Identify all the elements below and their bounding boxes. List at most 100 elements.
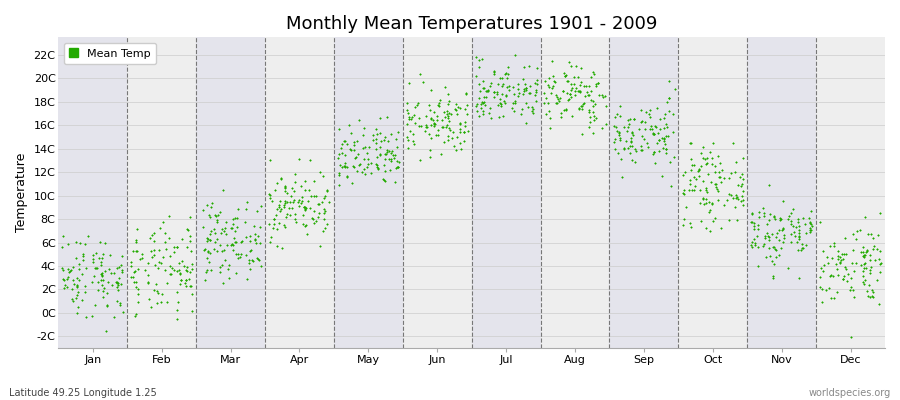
Point bbox=[559, 72, 573, 78]
Point bbox=[694, 163, 708, 169]
Point bbox=[374, 138, 389, 144]
Point bbox=[574, 102, 589, 109]
Point bbox=[751, 263, 765, 270]
Point bbox=[134, 250, 148, 257]
Point bbox=[400, 107, 414, 113]
Point bbox=[174, 270, 188, 277]
Point bbox=[427, 120, 441, 127]
Point bbox=[270, 225, 284, 232]
Point bbox=[628, 146, 643, 152]
Point bbox=[662, 108, 677, 115]
Point bbox=[441, 98, 455, 104]
Point bbox=[714, 179, 728, 185]
Point bbox=[243, 266, 257, 272]
Point bbox=[730, 194, 744, 200]
Point bbox=[859, 265, 873, 271]
Point bbox=[491, 114, 506, 120]
Point bbox=[527, 92, 542, 98]
Point bbox=[86, 279, 100, 286]
Point bbox=[563, 94, 578, 100]
Point bbox=[827, 240, 842, 247]
Point bbox=[215, 248, 230, 254]
Point bbox=[280, 190, 294, 196]
Point bbox=[586, 109, 600, 115]
Point bbox=[502, 86, 517, 93]
Point bbox=[554, 110, 568, 116]
Point bbox=[856, 249, 870, 255]
Point bbox=[392, 158, 407, 165]
Point bbox=[666, 129, 680, 136]
Point bbox=[650, 105, 664, 112]
Point bbox=[692, 200, 706, 206]
Point bbox=[69, 309, 84, 316]
Point bbox=[230, 239, 244, 245]
Point bbox=[94, 271, 108, 277]
Point bbox=[309, 218, 323, 224]
Point bbox=[437, 114, 452, 120]
Point bbox=[487, 89, 501, 95]
Point bbox=[700, 160, 715, 166]
Point bbox=[127, 278, 141, 285]
Point bbox=[638, 126, 652, 132]
Point bbox=[864, 293, 878, 299]
Point bbox=[309, 192, 323, 199]
Point bbox=[248, 236, 263, 242]
Point bbox=[243, 233, 257, 239]
Point bbox=[470, 107, 484, 114]
Point bbox=[184, 283, 198, 290]
Point bbox=[574, 78, 589, 85]
Point bbox=[694, 150, 708, 157]
Point bbox=[572, 104, 586, 111]
Point bbox=[368, 135, 382, 142]
Point bbox=[199, 269, 213, 276]
Point bbox=[366, 132, 381, 138]
Point bbox=[498, 70, 512, 77]
Point bbox=[129, 310, 143, 317]
Point bbox=[699, 189, 714, 195]
Point bbox=[143, 248, 157, 254]
Point bbox=[141, 296, 156, 302]
Point bbox=[783, 230, 797, 237]
Point bbox=[265, 198, 279, 205]
Point bbox=[479, 87, 493, 94]
Point bbox=[310, 201, 325, 207]
Point bbox=[445, 134, 459, 141]
Point bbox=[624, 135, 638, 141]
Point bbox=[804, 227, 818, 234]
Point bbox=[182, 276, 196, 282]
Bar bbox=[609, 37, 679, 348]
Point bbox=[661, 133, 675, 139]
Point bbox=[110, 283, 124, 290]
Point bbox=[750, 233, 764, 239]
Point bbox=[555, 88, 570, 94]
Point bbox=[332, 151, 347, 158]
Point bbox=[763, 253, 778, 259]
Point bbox=[298, 222, 312, 229]
Point bbox=[129, 279, 143, 286]
Point bbox=[130, 290, 145, 297]
Point bbox=[412, 122, 427, 129]
Text: worldspecies.org: worldspecies.org bbox=[809, 388, 891, 398]
Point bbox=[622, 120, 636, 127]
Point bbox=[457, 138, 472, 144]
Point bbox=[430, 113, 445, 120]
Point bbox=[356, 132, 371, 138]
Point bbox=[792, 230, 806, 236]
Point bbox=[345, 180, 359, 186]
Point bbox=[500, 92, 514, 98]
Point bbox=[406, 131, 420, 138]
Point bbox=[272, 203, 286, 210]
Point bbox=[373, 150, 387, 157]
Point bbox=[472, 80, 486, 87]
Point bbox=[382, 148, 396, 154]
Point bbox=[620, 128, 634, 134]
Point bbox=[761, 182, 776, 188]
Point bbox=[847, 294, 861, 300]
Point bbox=[555, 88, 570, 95]
Point bbox=[60, 284, 75, 290]
Point bbox=[518, 81, 532, 87]
Point bbox=[866, 288, 880, 295]
Point bbox=[776, 239, 790, 245]
Point bbox=[436, 124, 450, 131]
Point bbox=[849, 260, 863, 266]
